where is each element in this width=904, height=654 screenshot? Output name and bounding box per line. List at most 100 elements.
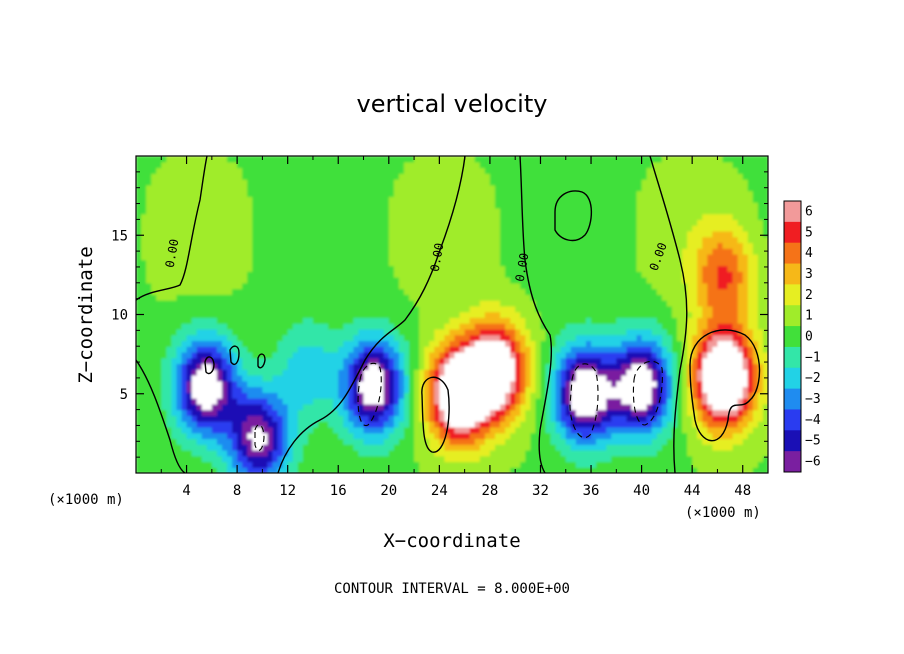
- heatmap-cell: [676, 265, 683, 272]
- heatmap-cell: [656, 449, 663, 457]
- heatmap-cell: [500, 300, 506, 307]
- heatmap-cell: [520, 340, 526, 347]
- heatmap-cell: [262, 253, 269, 261]
- heatmap-cell: [307, 409, 314, 416]
- heatmap-cell: [221, 461, 228, 468]
- heatmap-cell: [409, 334, 415, 342]
- heatmap-cell: [575, 317, 582, 324]
- heatmap-cell: [666, 415, 673, 422]
- heatmap-cell: [439, 438, 446, 445]
- heatmap-cell: [671, 271, 678, 278]
- heatmap-cell: [252, 467, 258, 473]
- heatmap-cell: [429, 351, 435, 359]
- heatmap-cell: [636, 282, 643, 290]
- heatmap-cell: [262, 380, 269, 388]
- heatmap-cell: [221, 357, 228, 365]
- heatmap-cell: [474, 357, 481, 365]
- heatmap-cell: [206, 375, 213, 382]
- heatmap-cell: [575, 277, 582, 284]
- heatmap-cell: [489, 467, 496, 473]
- heatmap-cell: [687, 253, 693, 261]
- heatmap-cell: [186, 369, 193, 376]
- heatmap-cell: [146, 340, 152, 347]
- heatmap-cell: [651, 253, 658, 261]
- heatmap-cell: [651, 277, 658, 284]
- heatmap-cell: [631, 265, 638, 272]
- heatmap-cell: [692, 444, 698, 451]
- heatmap-cell: [439, 403, 446, 411]
- heatmap-cell: [494, 294, 501, 301]
- heatmap-cell: [550, 271, 557, 278]
- heatmap-cell: [469, 242, 476, 249]
- heatmap-cell: [216, 277, 223, 284]
- heatmap-cell: [505, 363, 511, 370]
- heatmap-cell: [191, 300, 198, 307]
- heatmap-cell: [717, 380, 724, 388]
- heatmap-cell: [717, 444, 724, 451]
- heatmap-cell: [535, 323, 542, 330]
- heatmap-cell: [545, 265, 552, 272]
- heatmap-cell: [353, 438, 360, 445]
- heatmap-cell: [555, 444, 562, 451]
- heatmap-cell: [227, 386, 233, 393]
- heatmap-cell: [666, 380, 673, 388]
- heatmap-cell: [575, 282, 582, 290]
- heatmap-cell: [641, 328, 648, 336]
- heatmap-cell: [343, 242, 349, 249]
- heatmap-cell: [201, 340, 208, 347]
- heatmap-cell: [221, 294, 228, 301]
- heatmap-cell: [570, 334, 577, 342]
- heatmap-cell: [500, 409, 506, 416]
- heatmap-cell: [525, 294, 531, 301]
- heatmap-cell: [742, 242, 749, 249]
- heatmap-cell: [227, 259, 233, 267]
- heatmap-cell: [621, 426, 628, 434]
- heatmap-cell: [403, 421, 410, 428]
- heatmap-cell: [762, 449, 768, 457]
- heatmap-cell: [459, 317, 466, 324]
- heatmap-cell: [247, 242, 253, 249]
- heatmap-cell: [682, 253, 688, 261]
- heatmap-cell: [717, 346, 724, 353]
- heatmap-cell: [752, 300, 759, 307]
- heatmap-cell: [272, 409, 279, 416]
- heatmap-cell: [596, 288, 602, 295]
- heatmap-cell: [242, 334, 248, 342]
- heatmap-cell: [272, 369, 279, 376]
- heatmap-cell: [196, 253, 203, 261]
- heatmap-cell: [732, 253, 739, 261]
- heatmap-cell: [181, 432, 188, 440]
- heatmap-cell: [287, 277, 294, 284]
- heatmap-cell: [146, 294, 152, 301]
- heatmap-cell: [434, 403, 440, 411]
- heatmap-cell: [221, 421, 228, 428]
- heatmap-cell: [267, 421, 274, 428]
- heatmap-cell: [525, 449, 531, 457]
- heatmap-cell: [570, 305, 577, 313]
- heatmap-cell: [227, 300, 233, 307]
- heatmap-cell: [692, 357, 698, 365]
- heatmap-cell: [474, 426, 481, 434]
- heatmap-cell: [201, 277, 208, 284]
- heatmap-cell: [383, 375, 390, 382]
- heatmap-cell: [479, 444, 486, 451]
- heatmap-cell: [328, 346, 334, 353]
- heatmap-cell: [403, 271, 410, 278]
- heatmap-cell: [414, 334, 420, 342]
- heatmap-cell: [156, 455, 162, 463]
- heatmap-cell: [494, 253, 501, 261]
- heatmap-cell: [277, 253, 284, 261]
- heatmap-cell: [403, 426, 410, 434]
- heatmap-cell: [641, 242, 648, 249]
- heatmap-cell: [141, 253, 147, 261]
- heatmap-cell: [449, 317, 456, 324]
- heatmap-cell: [348, 271, 355, 278]
- heatmap-cell: [651, 288, 658, 295]
- heatmap-cell: [323, 277, 329, 284]
- heatmap-cell: [434, 351, 440, 359]
- heatmap-cell: [388, 444, 395, 451]
- heatmap-cell: [206, 259, 213, 267]
- heatmap-cell: [717, 455, 724, 463]
- heatmap-cell: [626, 380, 633, 388]
- heatmap-cell: [277, 259, 284, 267]
